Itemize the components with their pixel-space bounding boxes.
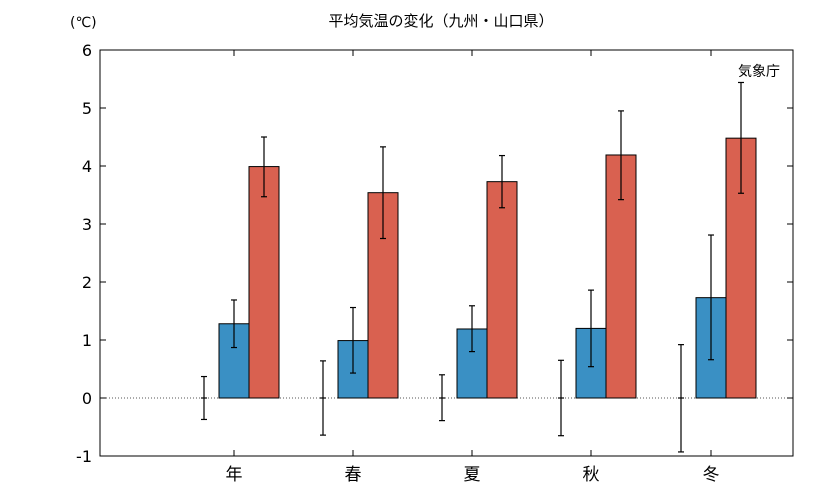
y-tick-label: -1 [76, 447, 92, 466]
plot-area: -1 0 1 2 3 4 5 6 年 春 夏 秋 冬 [76, 41, 793, 485]
y-tick-label: 1 [82, 331, 92, 350]
y-tick-label: 5 [82, 99, 92, 118]
y-tick-label: 3 [82, 215, 92, 234]
y-tick-label: 0 [82, 389, 92, 408]
y-tick-label: 4 [82, 157, 92, 176]
bar [248, 166, 280, 399]
bar [486, 181, 518, 399]
x-category-label: 秋 [583, 465, 600, 485]
y-tick-label: 2 [82, 273, 92, 292]
x-category-label: 夏 [464, 465, 481, 485]
source-annotation: 気象庁 [738, 64, 780, 80]
x-category-label: 冬 [703, 465, 720, 485]
x-category-label: 年 [226, 465, 243, 485]
x-category-label: 春 [345, 465, 362, 485]
chart-title: 平均気温の変化（九州・山口県） [328, 12, 553, 30]
unit-label: (℃) [70, 15, 97, 31]
plot-frame [99, 49, 794, 457]
y-tick-label: 6 [82, 41, 92, 60]
